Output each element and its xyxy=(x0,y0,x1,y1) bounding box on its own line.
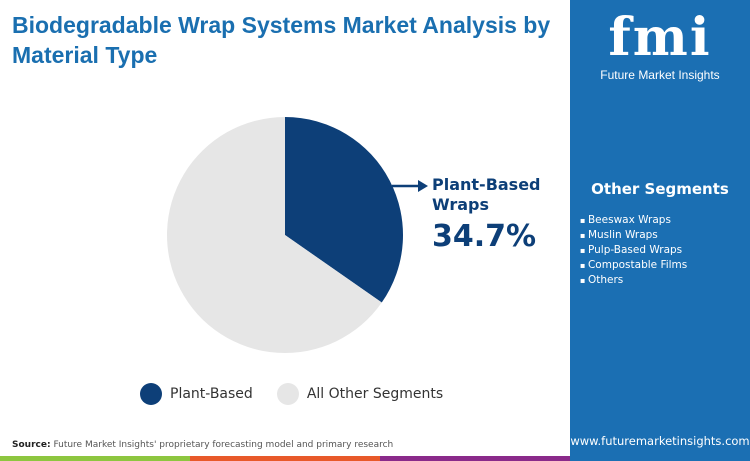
list-item: Beeswax Wraps xyxy=(580,213,687,228)
logo-mark: fmi xyxy=(608,7,712,68)
callout: Plant-Based Wraps 34.7% xyxy=(432,175,542,254)
list-item: Pulp-Based Wraps xyxy=(580,243,687,258)
legend-swatch-plant-based xyxy=(140,383,162,405)
pie-slice-plant-based xyxy=(285,117,403,303)
fmi-logo: fmi Future Market Insights xyxy=(570,7,750,83)
callout-arrowhead xyxy=(418,180,428,192)
logo-name: Future Market Insights xyxy=(600,68,720,82)
other-segments-heading: Other Segments xyxy=(591,180,729,198)
sidebar: fmi Future Market Insights Other Segment… xyxy=(570,0,750,461)
footer-bar-green xyxy=(0,456,190,461)
footer-bar-orange xyxy=(190,456,380,461)
source-note: Source: Future Market Insights' propriet… xyxy=(12,440,393,450)
legend: Plant-Based All Other Segments xyxy=(140,383,443,405)
legend-label-other: All Other Segments xyxy=(306,386,444,402)
chart-title: Biodegradable Wrap Systems Market Analys… xyxy=(12,12,551,68)
footer-bar-purple xyxy=(380,456,570,461)
website-link[interactable]: www.futuremarketinsights.com xyxy=(570,434,750,448)
source-label: Source: xyxy=(12,440,51,450)
list-item: Others xyxy=(580,273,687,288)
source-text: Future Market Insights' proprietary fore… xyxy=(53,440,394,450)
legend-label-plant-based: Plant-Based xyxy=(170,386,253,402)
list-item: Compostable Films xyxy=(580,258,687,273)
list-item: Muslin Wraps xyxy=(580,228,687,243)
other-segments-list: Beeswax Wraps Muslin Wraps Pulp-Based Wr… xyxy=(580,213,687,288)
callout-label: Plant-Based Wraps xyxy=(432,175,541,214)
callout-value: 34.7% xyxy=(432,219,537,254)
legend-swatch-other xyxy=(276,383,299,405)
pie-slice-all-other-segments xyxy=(167,117,382,353)
